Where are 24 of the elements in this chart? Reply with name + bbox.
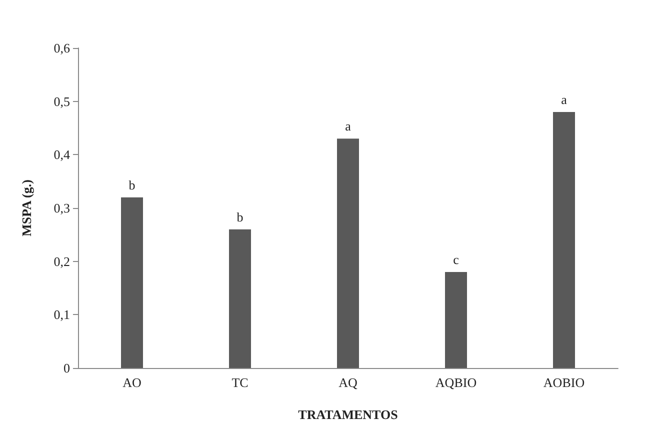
- x-tick-label: AOBIO: [543, 375, 585, 390]
- y-tick-label: 0,1: [54, 307, 70, 322]
- x-tick-label: AO: [122, 375, 142, 390]
- bar: [229, 229, 251, 368]
- bar: [337, 138, 359, 368]
- x-tick-label: TC: [232, 375, 248, 390]
- data-label: c: [453, 252, 460, 267]
- data-label: b: [128, 177, 136, 192]
- bar: [121, 197, 143, 368]
- x-tick-label: AQBIO: [435, 375, 477, 390]
- x-axis-title: TRATAMENTOS: [298, 407, 398, 422]
- y-tick-label: 0,3: [54, 200, 70, 216]
- bar: [553, 112, 575, 368]
- bar: [445, 272, 467, 368]
- data-label: b: [236, 209, 244, 224]
- data-label: a: [561, 92, 568, 107]
- x-tick-label: AQ: [338, 375, 358, 390]
- y-tick-label: 0,5: [54, 94, 70, 109]
- y-axis-title: MSPA (g.): [19, 180, 34, 236]
- y-tick-label: 0,4: [54, 147, 70, 162]
- y-tick-label: 0,6: [54, 40, 70, 56]
- data-label: a: [345, 118, 352, 134]
- y-tick-label: 0: [64, 360, 70, 376]
- y-tick-label: 0,2: [54, 254, 70, 269]
